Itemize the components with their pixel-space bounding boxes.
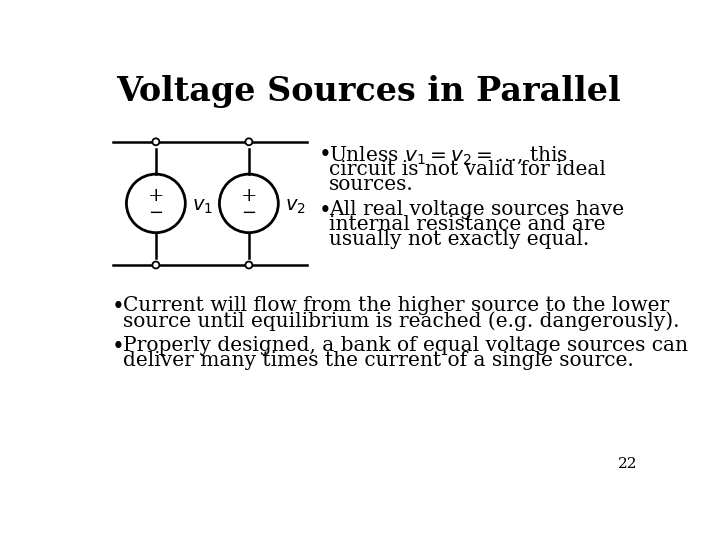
Text: deliver many times the current of a single source.: deliver many times the current of a sing… [123, 351, 634, 370]
Text: usually not exactly equal.: usually not exactly equal. [329, 231, 589, 249]
Text: sources.: sources. [329, 175, 413, 194]
Text: Voltage Sources in Parallel: Voltage Sources in Parallel [117, 75, 621, 108]
Text: internal resistance and are: internal resistance and are [329, 215, 606, 234]
Text: +: + [148, 187, 164, 205]
Circle shape [153, 138, 159, 145]
Text: •: • [112, 296, 125, 318]
Text: −: − [241, 204, 256, 221]
Text: Properly designed, a bank of equal voltage sources can: Properly designed, a bank of equal volta… [123, 336, 688, 355]
Text: +: + [240, 187, 257, 205]
Text: −: − [148, 204, 163, 221]
Text: All real voltage sources have: All real voltage sources have [329, 200, 624, 219]
Circle shape [153, 261, 159, 268]
Circle shape [246, 261, 253, 268]
Text: circuit is not valid for ideal: circuit is not valid for ideal [329, 159, 606, 179]
Text: •: • [112, 336, 125, 358]
Text: •: • [319, 200, 331, 221]
Text: Unless $v_1 = v_2 = \ldots$, this: Unless $v_1 = v_2 = \ldots$, this [329, 144, 568, 166]
Text: $v_2$: $v_2$ [284, 197, 305, 215]
Circle shape [246, 138, 253, 145]
Text: Current will flow from the higher source to the lower: Current will flow from the higher source… [123, 296, 670, 315]
Text: source until equilibrium is reached (e.g. dangerously).: source until equilibrium is reached (e.g… [123, 311, 680, 331]
Text: $v_1$: $v_1$ [192, 197, 212, 215]
Text: •: • [319, 144, 331, 166]
Text: 22: 22 [618, 457, 637, 471]
